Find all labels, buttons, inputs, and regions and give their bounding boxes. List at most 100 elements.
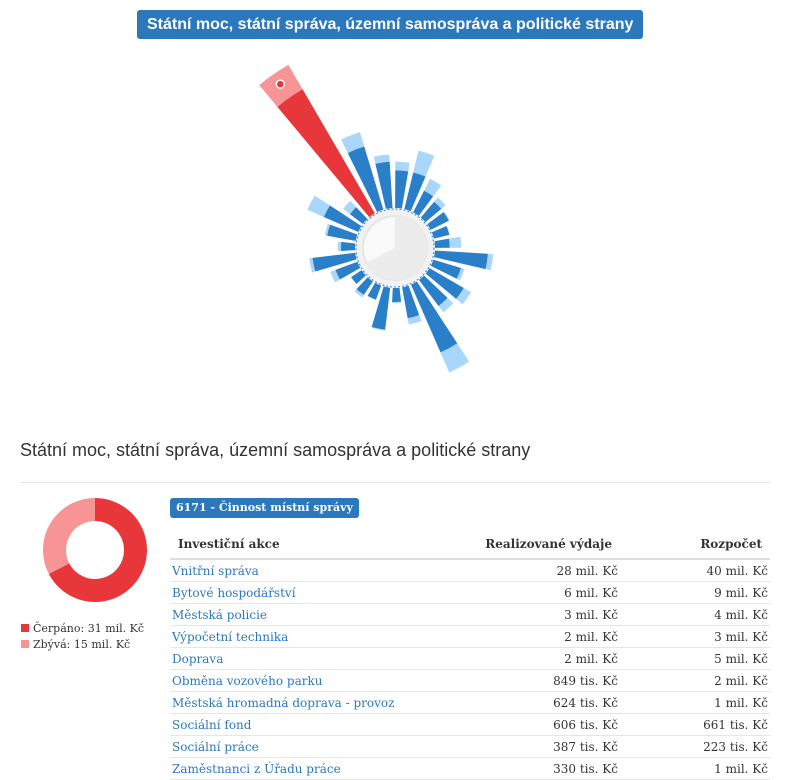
radial-segment[interactable] <box>391 287 402 304</box>
budget-value: 1 mil. Kč <box>714 762 768 776</box>
segment-spent[interactable] <box>425 268 464 299</box>
radial-segment[interactable] <box>343 200 368 225</box>
segment-spent[interactable] <box>367 282 382 300</box>
radial-segment[interactable] <box>337 241 356 252</box>
investment-link[interactable]: Vnitřní správa <box>172 564 259 578</box>
radial-segment[interactable] <box>427 211 450 230</box>
radial-segment[interactable] <box>351 270 366 285</box>
radial-segment[interactable] <box>420 197 446 223</box>
investment-link[interactable]: Výpočetní technika <box>172 630 289 644</box>
spent-value: 3 mil. Kč <box>564 608 618 622</box>
segment-spent[interactable] <box>341 241 356 251</box>
investment-link[interactable]: Bytové hospodářství <box>172 586 296 600</box>
investment-link[interactable]: Sociální fond <box>172 718 252 732</box>
investment-link[interactable]: Sociální práce <box>172 740 259 754</box>
segment-remaining[interactable] <box>309 257 316 273</box>
radial-segment[interactable] <box>371 286 391 331</box>
segment-spent[interactable] <box>431 225 450 239</box>
segment-remaining[interactable] <box>371 326 386 331</box>
segment-spent[interactable] <box>420 201 442 223</box>
radial-segment[interactable] <box>434 236 462 248</box>
segment-remaining[interactable] <box>391 301 402 304</box>
radial-segment[interactable] <box>341 132 384 213</box>
segment-remaining[interactable] <box>456 268 465 281</box>
segment-spent[interactable] <box>392 287 402 302</box>
segment-remaining[interactable] <box>341 132 365 154</box>
radial-budget-chart[interactable] <box>0 0 799 430</box>
segment-spent[interactable] <box>410 281 458 353</box>
radial-segment[interactable] <box>410 281 470 373</box>
segment-spent[interactable] <box>277 89 375 218</box>
segment-remaining[interactable] <box>424 178 442 197</box>
segment-spent[interactable] <box>418 275 448 307</box>
segment-remaining[interactable] <box>373 154 390 164</box>
table-header: Investiční akce Realizované výdaje Rozpo… <box>170 531 770 560</box>
table-row: Doprava 2 mil. Kč 5 mil. Kč <box>170 648 770 670</box>
donut-spent-slice <box>48 498 147 602</box>
radial-segment[interactable] <box>307 195 362 233</box>
segment-spent[interactable] <box>375 161 393 210</box>
segment-remaining[interactable] <box>448 236 462 248</box>
segment-remaining[interactable] <box>440 343 470 373</box>
radial-segment[interactable] <box>431 225 450 239</box>
table-row: Zaměstnanci z Úřadu práce 330 tis. Kč 1 mi… <box>170 758 770 780</box>
segment-spent[interactable] <box>427 212 449 230</box>
radial-segment[interactable] <box>433 250 494 271</box>
radial-segment[interactable] <box>395 161 410 209</box>
segment-spent[interactable] <box>434 238 450 248</box>
segment-remaining[interactable] <box>413 150 435 177</box>
table-row: Městská policie 3 mil. Kč 4 mil. Kč <box>170 604 770 626</box>
radial-segment[interactable] <box>404 150 435 212</box>
radial-segment[interactable] <box>367 282 382 300</box>
segment-remaining[interactable] <box>330 269 340 283</box>
investment-link[interactable]: Obměna vozového parku <box>172 674 323 688</box>
segment-spent[interactable] <box>323 205 362 233</box>
investment-link[interactable]: Městská hromadná doprava - provoz <box>172 696 395 710</box>
segment-spent[interactable] <box>356 277 373 295</box>
radial-segment[interactable] <box>413 178 442 216</box>
segment-remaining[interactable] <box>395 161 410 172</box>
radial-segment[interactable] <box>373 154 393 210</box>
spent-value: 387 tis. Kč <box>553 740 618 754</box>
segment-spent[interactable] <box>395 170 409 209</box>
radial-segment[interactable] <box>402 285 422 325</box>
segment-remaining[interactable] <box>485 253 494 271</box>
segment-remaining[interactable] <box>438 297 454 313</box>
investment-link[interactable]: Zaměstnanci z Úřadu práce <box>172 762 341 776</box>
segment-spent[interactable] <box>404 172 426 212</box>
segment-spent[interactable] <box>347 146 384 213</box>
segment-spent[interactable] <box>433 250 488 270</box>
segment-remaining[interactable] <box>443 211 450 221</box>
segment-remaining[interactable] <box>456 288 471 305</box>
segment-spent[interactable] <box>430 259 461 279</box>
segment-spent[interactable] <box>413 190 434 216</box>
radial-segment[interactable] <box>354 277 373 298</box>
segment-spent[interactable] <box>327 224 358 241</box>
segment-spent[interactable] <box>349 207 368 225</box>
radial-segment[interactable] <box>418 275 454 313</box>
radial-segment[interactable] <box>430 259 465 281</box>
segment-spent[interactable] <box>371 286 391 330</box>
legend-remaining-label: Zbývá: 15 mil. Kč <box>33 637 131 651</box>
radial-segment[interactable] <box>309 252 357 273</box>
segment-remaining[interactable] <box>407 315 422 325</box>
segment-remaining[interactable] <box>434 197 446 209</box>
segment-spent[interactable] <box>335 261 361 280</box>
radial-segment[interactable] <box>330 261 361 283</box>
segment-remaining[interactable] <box>354 289 364 298</box>
segment-spent[interactable] <box>312 252 357 272</box>
segment-spent[interactable] <box>402 285 420 319</box>
segment-remaining[interactable] <box>343 200 357 215</box>
budget-value: 1 mil. Kč <box>714 696 768 710</box>
segment-spent[interactable] <box>351 270 366 285</box>
segment-remaining[interactable] <box>307 195 330 217</box>
spent-value: 2 mil. Kč <box>564 630 618 644</box>
table-row: Městská hromadná doprava - provoz 624 tis… <box>170 692 770 714</box>
table-row: Bytové hospodářství 6 mil. Kč 9 mil. Kč <box>170 582 770 604</box>
investment-link[interactable]: Městská policie <box>172 608 268 622</box>
segment-remaining[interactable] <box>324 223 331 236</box>
investment-link[interactable]: Doprava <box>172 652 224 666</box>
segment-remaining[interactable] <box>337 241 342 252</box>
radial-segment[interactable] <box>324 223 358 241</box>
radial-segment[interactable] <box>425 268 471 305</box>
